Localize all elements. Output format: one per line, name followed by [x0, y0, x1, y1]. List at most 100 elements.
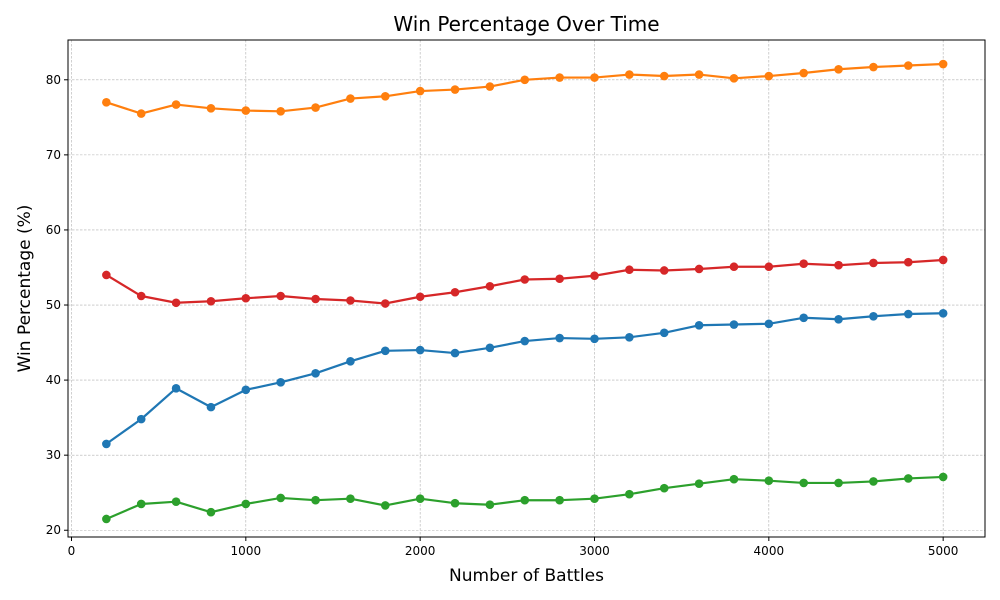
data-point — [311, 495, 320, 505]
data-point — [555, 274, 564, 284]
data-point — [206, 507, 216, 517]
data-point — [729, 320, 739, 329]
data-point — [903, 257, 913, 267]
x-tick-label: 3000 — [579, 544, 610, 558]
series-4 — [102, 255, 948, 308]
data-point — [555, 333, 564, 343]
data-point — [799, 313, 808, 323]
data-point — [903, 309, 913, 319]
data-point — [834, 314, 843, 324]
data-point — [869, 62, 878, 72]
data-point — [694, 264, 704, 274]
plot-frame — [67, 39, 986, 538]
x-axis-label: Number of Battles — [449, 566, 604, 586]
data-point — [869, 258, 878, 268]
data-point — [520, 75, 530, 85]
data-point — [380, 92, 390, 101]
data-point — [102, 98, 111, 107]
data-point — [136, 109, 146, 118]
data-point — [450, 498, 460, 508]
data-point — [764, 71, 774, 81]
data-point — [590, 334, 599, 344]
data-point — [869, 477, 878, 486]
axis-ticks: 0 1000 2000 3000 4000 5000 20 30 40 50 60 70 80 — [46, 73, 959, 558]
y-tick-label: 70 — [46, 148, 61, 162]
data-point — [415, 86, 425, 96]
data-point — [102, 514, 111, 524]
data-point — [136, 414, 146, 424]
data-point — [276, 107, 285, 116]
data-point — [799, 68, 808, 78]
data-point — [659, 483, 669, 493]
data-point — [729, 73, 739, 83]
data-point — [485, 343, 495, 353]
data-point — [311, 103, 320, 112]
data-point — [171, 298, 181, 308]
data-point — [171, 497, 181, 507]
data-point — [555, 495, 564, 505]
x-tick-label: 0 — [68, 544, 76, 558]
data-point — [694, 320, 704, 330]
data-point — [241, 293, 251, 303]
data-point — [520, 495, 530, 505]
data-point — [659, 266, 669, 275]
y-tick-label: 20 — [46, 523, 61, 537]
data-point — [415, 494, 425, 504]
data-point — [346, 94, 355, 103]
y-axis-label: Win Percentage (%) — [15, 205, 35, 373]
data-point — [380, 346, 390, 356]
data-point — [729, 474, 739, 484]
y-tick-label: 60 — [46, 223, 61, 237]
data-point — [276, 291, 285, 301]
data-point — [311, 294, 320, 304]
data-point — [834, 260, 843, 270]
data-point — [136, 499, 146, 509]
data-point — [206, 296, 216, 306]
data-point — [938, 59, 948, 69]
data-point — [590, 494, 599, 504]
data-point — [276, 493, 285, 503]
data-point — [625, 332, 634, 342]
data-point — [694, 479, 704, 488]
data-point — [450, 85, 460, 94]
data-point — [625, 489, 634, 499]
data-point — [694, 70, 704, 79]
series-2 — [102, 59, 948, 118]
data-point — [729, 262, 739, 272]
data-point — [171, 384, 181, 393]
data-point — [136, 291, 146, 301]
data-point — [555, 73, 564, 82]
data-point — [834, 64, 843, 74]
series-1 — [102, 308, 948, 449]
data-point — [206, 104, 216, 113]
data-point — [590, 73, 599, 82]
data-point — [415, 292, 425, 302]
data-point — [102, 270, 111, 280]
data-point — [346, 494, 355, 504]
data-point — [276, 378, 285, 387]
data-point — [241, 106, 251, 115]
data-point — [834, 478, 843, 488]
data-point — [520, 275, 530, 284]
x-tick-label: 2000 — [405, 544, 436, 558]
data-point — [102, 439, 111, 449]
data-point — [380, 299, 390, 308]
y-tick-label: 50 — [46, 298, 61, 312]
data-point — [764, 262, 774, 272]
y-tick-label: 30 — [46, 448, 61, 462]
x-tick-label: 1000 — [231, 544, 262, 558]
data-point — [380, 501, 390, 510]
data-point — [799, 259, 808, 269]
x-tick-label: 5000 — [928, 544, 959, 558]
chart-title: Win Percentage Over Time — [393, 12, 659, 36]
data-point — [485, 82, 495, 91]
data-point — [764, 476, 774, 485]
data-point — [346, 296, 355, 305]
data-point — [938, 472, 948, 482]
data-point — [938, 308, 948, 318]
data-point — [903, 474, 913, 483]
data-point — [241, 385, 251, 395]
data-point — [659, 328, 669, 338]
